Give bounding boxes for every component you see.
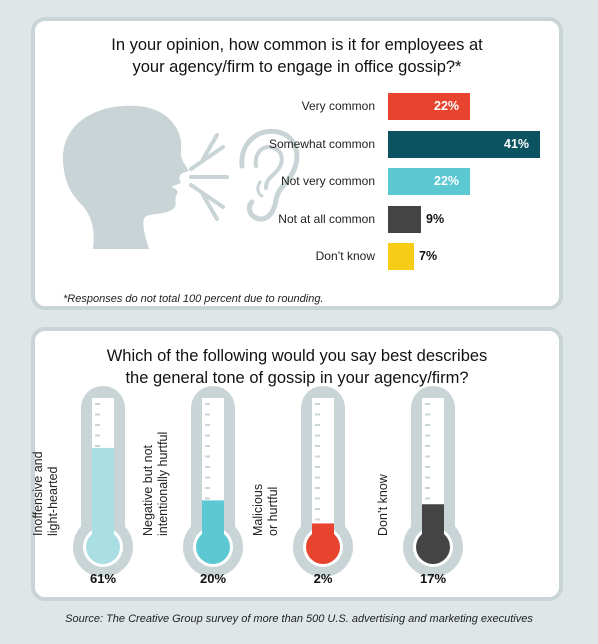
thermometer-value-label: 20% (199, 571, 227, 586)
sound-wave-icon (189, 133, 229, 221)
bar-value-label: 22% (434, 174, 460, 188)
source-note: Source: The Creative Group survey of mor… (65, 613, 533, 625)
bar-category-label: Somewhat common (268, 136, 375, 151)
bar-value-label: 9% (426, 211, 445, 226)
gossip-tone-panel: Which of the following would you say bes… (31, 327, 563, 601)
thermometer-icon (293, 386, 353, 577)
thermometer-category-label: Inoffensive and light-hearted (31, 451, 61, 536)
thermometer-category-line: intentionally hurtful (156, 431, 170, 536)
thermometer-value-label: 17% (419, 571, 447, 586)
gossip-frequency-panel: In your opinion, how common is it for em… (31, 17, 563, 310)
bar-value-label: 41% (504, 136, 530, 151)
question-2-line-1: Which of the following would you say bes… (106, 347, 488, 365)
thermometer-icon (403, 386, 463, 577)
bar-category-label: Not at all common (278, 211, 375, 226)
thermometer-icon (73, 386, 133, 577)
bar (388, 205, 421, 233)
thermometer-value-label: 61% (89, 571, 117, 586)
thermometer-bulb (416, 530, 450, 564)
question-2-line-2: the general tone of gossip in your agenc… (125, 369, 469, 387)
thermometer-bulb (306, 530, 340, 564)
bar (388, 130, 540, 158)
thermometer-category-label: Don’t know (376, 474, 391, 536)
bar-category-label: Not very common (280, 174, 375, 188)
ear-icon (239, 128, 300, 222)
thermometer-fill (422, 504, 444, 536)
thermometer-value-label: 2% (313, 571, 333, 586)
bar (388, 93, 470, 120)
question-1-title: In your opinion, how common is it for em… (35, 34, 559, 78)
question-1-line-2: your agency/firm to engage in office gos… (132, 58, 462, 76)
thermometer-category-line: Malicious (251, 483, 265, 536)
thermometer-bulb (196, 530, 230, 564)
thermometer-category-label: Negative but not intentionally hurtful (141, 432, 171, 536)
thermometer-bulb (86, 530, 120, 564)
bar-value-label: 7% (419, 249, 438, 263)
bar-category-label: Don’t know (315, 249, 375, 263)
bar-category-label: Very common (301, 99, 375, 113)
thermometer-category-line: Inoffensive and (31, 451, 45, 536)
thermometer-icon (183, 386, 243, 577)
thermometer-category-line: Don’t know (376, 474, 390, 536)
thermometer-category-line: Negative but not (141, 444, 155, 536)
footnote: *Responses do not total 100 percent due … (63, 293, 324, 305)
bar (388, 243, 414, 270)
bar (388, 168, 470, 195)
thermometer-category-line: or hurtful (266, 486, 280, 536)
speaking-head-icon (62, 105, 189, 249)
thermometer-category-label: Malicious or hurtful (251, 484, 281, 536)
thermometer-fill (202, 500, 224, 536)
question-2-title: Which of the following would you say bes… (35, 345, 559, 389)
bar-value-label: 22% (434, 99, 460, 113)
thermometer-fill (92, 447, 114, 536)
question-1-line-1: In your opinion, how common is it for em… (111, 36, 483, 54)
thermometer-category-line: light-hearted (46, 466, 60, 537)
